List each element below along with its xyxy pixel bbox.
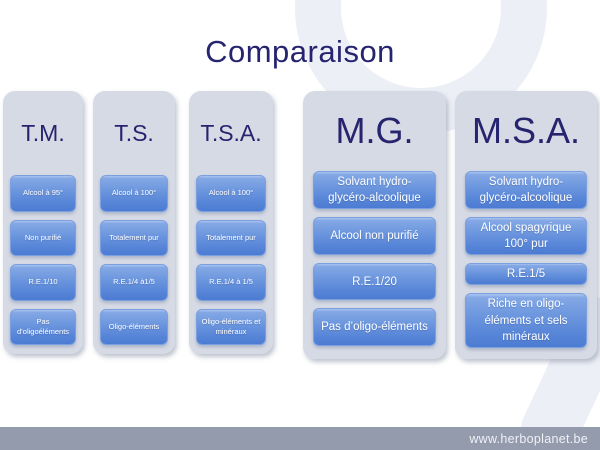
column-mg: M.G. Solvant hydro-glycéro-alcoolique Al… [303, 91, 446, 359]
column-header: T.S.A. [200, 119, 262, 146]
feature-box-list: Solvant hydro-glycéro-alcoolique Alcool … [303, 171, 446, 359]
feature-box: Alcool spagyrique 100° pur [465, 217, 587, 256]
feature-box: R.E.1/10 [10, 264, 76, 301]
column-header: M.S.A. [471, 110, 581, 151]
feature-box: Totalement pur [100, 219, 168, 256]
column-header: T.S. [114, 119, 154, 146]
column-ts: T.S. Alcool à 100° Totalement pur R.E.1/… [93, 91, 175, 354]
feature-box: Solvant hydro-glycéro-alcoolique [313, 171, 436, 210]
column-header: M.G. [335, 110, 414, 151]
slide-title: Comparaison [205, 34, 395, 69]
feature-box: Totalement pur [196, 219, 266, 256]
column-tm: T.M. Alcool à 95° Non purifié R.E.1/10 P… [3, 91, 83, 354]
feature-box: R.E.1/5 [465, 263, 587, 286]
feature-box: Solvant hydro-glycéro-alcoolique [465, 171, 587, 210]
feature-box-list: Alcool à 100° Totalement pur R.E.1/4 à 1… [189, 175, 273, 354]
footer-url: www.herboplanet.be [469, 431, 588, 446]
feature-box: Oligo-éléments et minéraux [196, 308, 266, 345]
feature-box: Non purifié [10, 219, 76, 256]
column-tsa: T.S.A. Alcool à 100° Totalement pur R.E.… [189, 91, 273, 354]
column-msa: M.S.A. Solvant hydro-glycéro-alcoolique … [455, 91, 597, 359]
feature-box-list: Solvant hydro-glycéro-alcoolique Alcool … [455, 171, 597, 361]
feature-box: Alcool non purifié [313, 217, 436, 255]
feature-box: Pas d’oligoéléments [10, 308, 76, 345]
feature-box: Alcool à 95° [10, 175, 76, 212]
feature-box: Alcool à 100° [196, 175, 266, 212]
feature-box: R.E.1/20 [313, 262, 436, 301]
footer-bar: www.herboplanet.be [0, 427, 600, 450]
feature-box: Riche en oligo-éléments et sels minéraux [465, 293, 587, 348]
feature-box-list: Alcool à 95° Non purifié R.E.1/10 Pas d’… [3, 175, 83, 354]
feature-box: Alcool à 100° [100, 175, 168, 212]
feature-box: R.E.1/4 à1/5 [100, 264, 168, 301]
feature-box: R.E.1/4 à 1/5 [196, 264, 266, 301]
feature-box-list: Alcool à 100° Totalement pur R.E.1/4 à1/… [93, 175, 175, 354]
feature-box: Pas d’oligo-éléments [313, 308, 436, 347]
feature-box: Oligo-éléments [100, 308, 168, 345]
column-header: T.M. [21, 119, 65, 146]
